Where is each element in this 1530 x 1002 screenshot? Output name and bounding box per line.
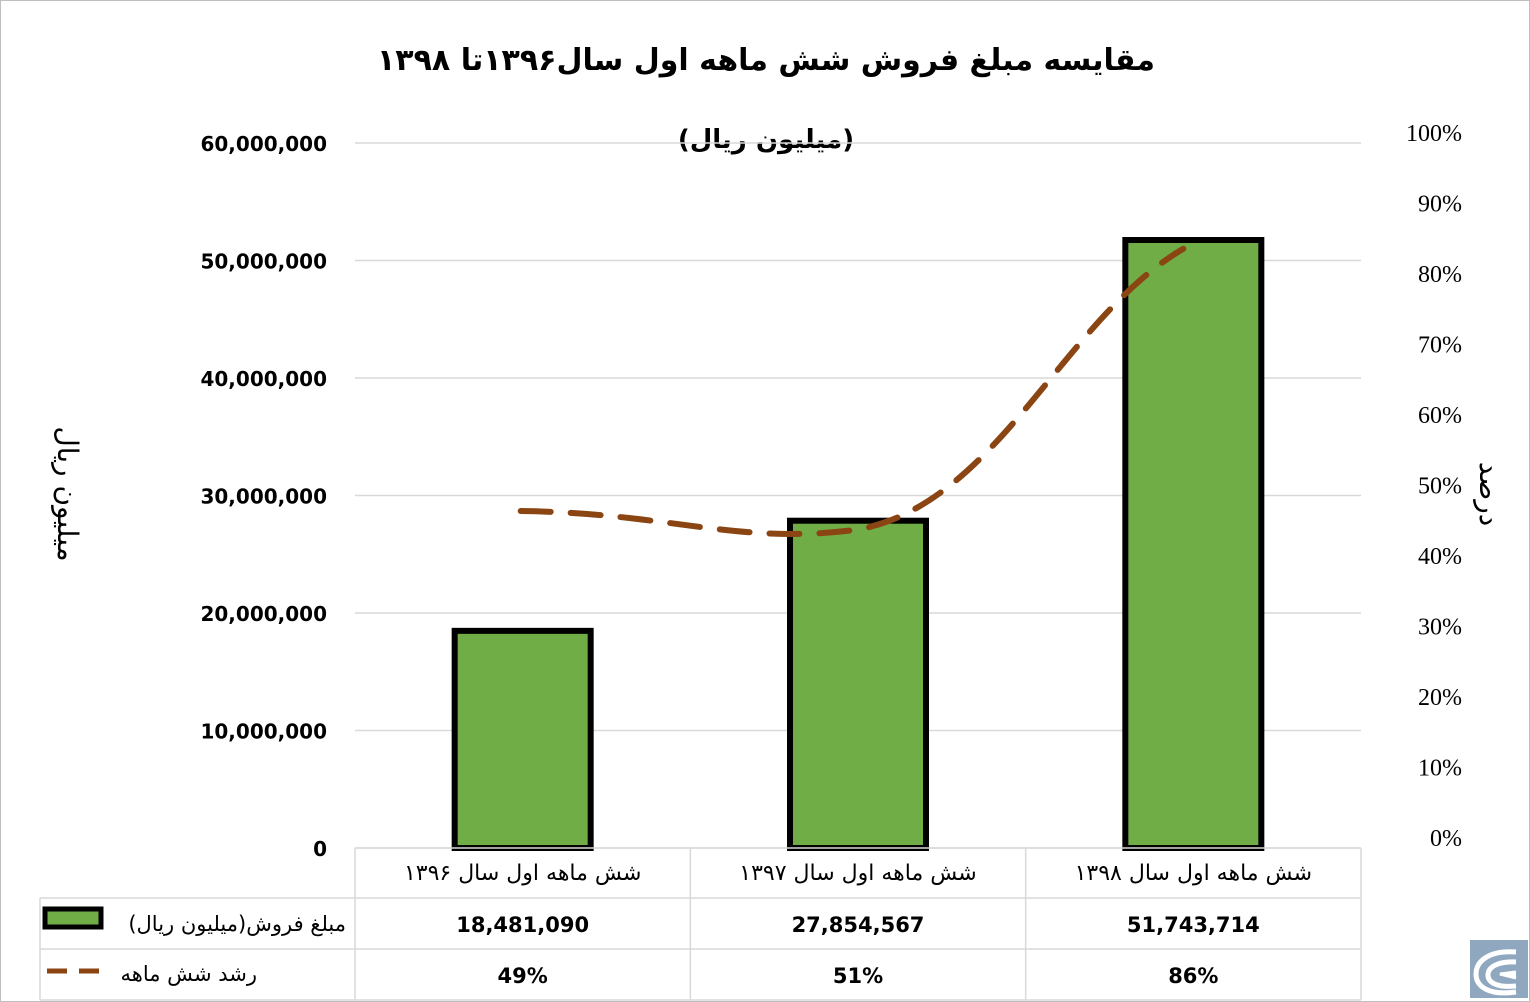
left-tick-label: 50,000,000	[200, 250, 327, 274]
growth-value-cell: 86%	[1168, 964, 1218, 988]
right-tick-label: 70%	[1418, 333, 1462, 359]
growth-line-series	[517, 245, 1187, 537]
right-tick-label: 0%	[1430, 826, 1462, 852]
chart-subtitle: (میلیون ریال)	[678, 125, 854, 155]
bar-series	[451, 237, 1265, 852]
growth-line	[517, 245, 1187, 537]
category-label: شش ماهه اول سال ۱۳۹۸	[1075, 861, 1312, 886]
category-label: شش ماهه اول سال ۱۳۹۷	[739, 861, 976, 886]
growth-value-cell: 51%	[833, 964, 883, 988]
sales-value-cell: 27,854,567	[792, 913, 925, 937]
right-tick-label: 80%	[1418, 262, 1462, 288]
chart-title: مقایسه مبلغ فروش شش ماهه اول سال۱۳۹۶تا ۱…	[377, 43, 1155, 78]
right-tick-label: 20%	[1418, 685, 1462, 711]
left-tick-label: 40,000,000	[200, 367, 327, 391]
logo-icon	[1470, 940, 1528, 998]
sales-value-cell: 18,481,090	[456, 913, 589, 937]
left-tick-label: 10,000,000	[200, 720, 327, 744]
right-axis-ticks: 0% 10% 20% 30% 40% 50% 60% 70% 80% 90% 100%	[1406, 121, 1462, 852]
legend-label-growth: رشد شش ماهه	[121, 962, 257, 986]
left-tick-label: 30,000,000	[200, 485, 327, 509]
bar	[787, 517, 929, 852]
left-tick-label: 20,000,000	[200, 602, 327, 626]
right-tick-label: 10%	[1418, 756, 1462, 782]
growth-value-cell: 49%	[498, 964, 548, 988]
right-tick-label: 30%	[1418, 615, 1462, 641]
left-axis-label: میلیون ریال	[51, 426, 84, 561]
bar	[1122, 237, 1265, 852]
right-tick-label: 90%	[1418, 192, 1462, 218]
category-label: شش ماهه اول سال ۱۳۹۶	[404, 861, 641, 886]
data-table: شش ماهه اول سال ۱۳۹۶ شش ماهه اول سال ۱۳۹۷…	[39, 847, 1362, 1001]
right-tick-label: 60%	[1418, 403, 1462, 429]
legend-swatch-sales	[42, 906, 104, 930]
left-axis-ticks: 0 10,000,000 20,000,000 30,000,000 40,000,00…	[200, 132, 327, 861]
left-tick-label: 60,000,000	[200, 132, 327, 156]
legend-label-sales: مبلغ فروش(میلیون ریال)	[128, 912, 346, 936]
bar	[451, 627, 594, 851]
right-tick-label: 50%	[1418, 474, 1462, 500]
right-tick-label: 100%	[1406, 121, 1462, 147]
right-axis-label: درصد	[1473, 462, 1506, 526]
left-tick-label: 0	[313, 837, 327, 861]
sales-value-cell: 51,743,714	[1127, 913, 1260, 937]
right-tick-label: 40%	[1418, 544, 1462, 570]
